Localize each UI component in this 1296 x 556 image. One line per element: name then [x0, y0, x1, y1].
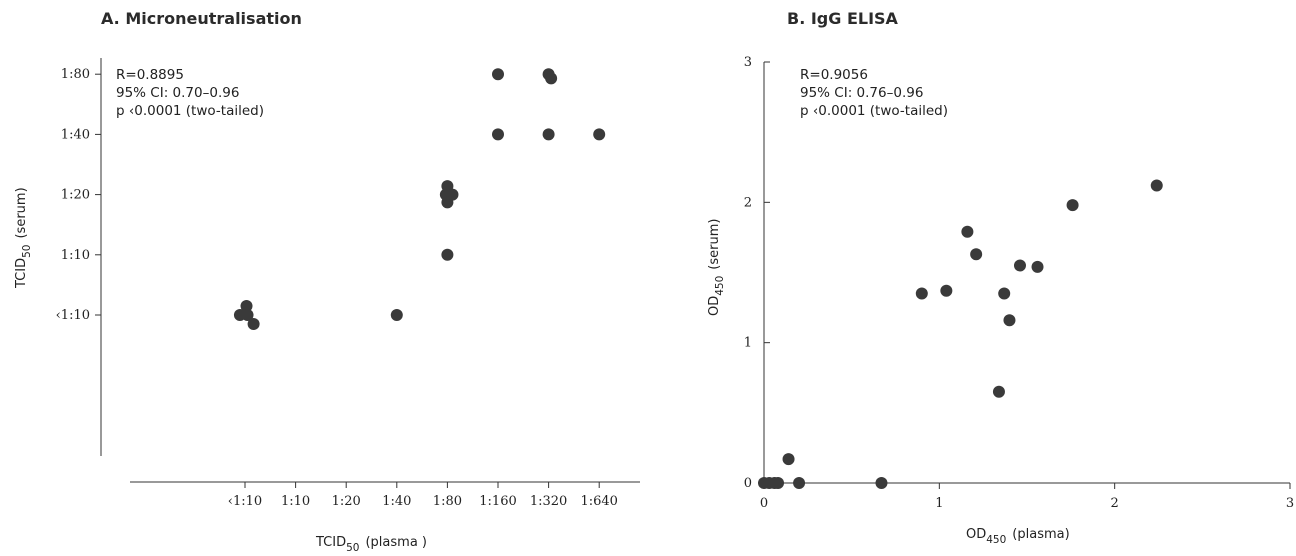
panel-a-x-axis-label: TCID50 (plasma ) — [315, 535, 427, 554]
panel-b-annotation-line: 95% CI: 0.76–0.96 — [800, 85, 923, 101]
panel-a-x-axis-label-suffix: (plasma ) — [365, 535, 427, 550]
panel-a: A. Microneutralisation R=0.8895 95% CI: … — [14, 9, 640, 554]
panel-a-x-tick-label: 1:10 — [281, 494, 310, 509]
panel-a-y-axis-label-sub: 50 — [21, 245, 33, 258]
panel-b-y-tick-label: 0 — [744, 476, 752, 491]
panel-a-data-point — [446, 188, 459, 201]
panel-b-annotation-line: R=0.9056 — [800, 67, 868, 83]
panel-b-y-ticks: 0 1 2 3 — [744, 55, 770, 491]
panel-b-y-axis-label-sub: 450 — [714, 276, 726, 296]
panel-b-x-axis-label: OD450 (plasma) — [966, 527, 1070, 546]
panel-b-data-point — [772, 477, 785, 489]
panel-a-y-ticks: ‹1:10 1:10 1:20 1:40 1:80 — [56, 67, 101, 323]
panel-b-x-tick-label: 0 — [760, 496, 768, 511]
panel-a-y-axis-label-suffix: (serum) — [14, 187, 29, 238]
panel-b-annotation: R=0.9056 95% CI: 0.76–0.96 p ‹0.0001 (tw… — [800, 67, 948, 119]
panel-b-x-tick-label: 1 — [935, 496, 943, 511]
panel-b-data-point — [1003, 314, 1016, 327]
panel-b-x-tick-label: 2 — [1111, 496, 1119, 511]
panel-a-data-point — [492, 68, 504, 81]
panel-a-data-point — [545, 72, 558, 85]
panel-b-data-point — [1031, 260, 1044, 273]
panel-a-y-axis-label: TCID50 (serum) — [14, 187, 33, 289]
panel-a-y-tick-label: 1:20 — [61, 188, 90, 203]
panel-a-data-point — [390, 309, 403, 321]
panel-a-y-tick-label: 1:80 — [61, 67, 90, 82]
panel-b-y-tick-label: 1 — [744, 336, 752, 351]
panel-b-data-point — [915, 287, 928, 300]
panel-a-y-tick-label: 1:40 — [61, 127, 90, 142]
panel-a-data-point — [247, 318, 260, 331]
panel-b-data-point — [970, 248, 983, 261]
panel-a-x-axis-label-main: TCID — [315, 535, 346, 550]
panel-a-annotation-line: 95% CI: 0.70–0.96 — [116, 85, 239, 101]
panel-b-data-point — [1013, 259, 1026, 272]
panel-a-data-point — [492, 128, 504, 141]
panel-a-x-ticks: ‹1:10 1:10 1:20 1:40 1:80 1:160 1:320 1:640 — [228, 482, 618, 509]
panel-a-x-tick-label: 1:80 — [433, 494, 462, 509]
panel-b-data-point — [992, 385, 1005, 398]
panel-b: B. IgG ELISA R=0.9056 95% CI: 0.76–0.96 … — [707, 9, 1294, 546]
panel-a-data-point — [593, 128, 606, 141]
panel-b-x-ticks: 0 1 2 3 — [760, 483, 1294, 511]
panel-a-x-tick-label: 1:320 — [530, 494, 567, 509]
panel-b-data-point — [782, 453, 795, 466]
panel-b-data-point — [1150, 179, 1163, 192]
panel-b-annotation-line: p ‹0.0001 (two-tailed) — [800, 103, 948, 119]
panel-a-title: A. Microneutralisation — [101, 9, 302, 28]
panel-b-x-tick-label: 3 — [1286, 496, 1294, 511]
panel-a-x-tick-label: 1:640 — [580, 494, 617, 509]
panel-a-annotation: R=0.8895 95% CI: 0.70–0.96 p ‹0.0001 (tw… — [116, 67, 264, 119]
panel-b-x-axis-label-suffix: (plasma) — [1012, 527, 1069, 542]
panel-b-data-point — [1066, 199, 1079, 212]
panel-a-x-tick-label: 1:20 — [332, 494, 361, 509]
panel-a-x-tick-label: 1:160 — [479, 494, 516, 509]
panel-b-title: B. IgG ELISA — [787, 9, 899, 28]
panel-b-data-point — [961, 225, 974, 238]
panel-a-annotation-line: p ‹0.0001 (two-tailed) — [116, 103, 264, 119]
panel-a-x-tick-label: ‹1:10 — [228, 494, 262, 509]
panel-b-data-point — [875, 477, 888, 489]
panel-b-y-axis-label: OD450 (serum) — [707, 219, 726, 316]
panel-b-x-axis-label-main: OD — [966, 527, 986, 542]
panel-a-points — [233, 68, 606, 331]
panel-b-y-axis-label-main: OD — [707, 296, 722, 316]
panel-a-y-tick-label: ‹1:10 — [56, 308, 90, 323]
panel-a-data-point — [241, 309, 254, 321]
panel-b-data-point — [793, 477, 806, 489]
panel-a-x-axis-label-sub: 50 — [346, 542, 359, 554]
panel-a-annotation-line: R=0.8895 — [116, 67, 184, 83]
panel-a-data-point — [542, 128, 555, 141]
panel-b-data-point — [998, 287, 1011, 300]
panel-b-data-point — [940, 284, 953, 297]
panel-a-x-tick-label: 1:40 — [382, 494, 411, 509]
panel-b-x-axis-label-sub: 450 — [986, 534, 1006, 546]
panel-a-y-tick-label: 1:10 — [61, 248, 90, 263]
panel-b-y-tick-label: 3 — [744, 55, 752, 70]
panel-a-y-axis-label-main: TCID — [14, 258, 29, 289]
panel-a-data-point — [240, 299, 253, 312]
panel-b-y-axis-label-suffix: (serum) — [707, 219, 722, 270]
panel-b-y-tick-label: 2 — [744, 195, 752, 210]
panel-a-data-point — [441, 248, 454, 261]
panel-b-points — [758, 179, 1163, 489]
